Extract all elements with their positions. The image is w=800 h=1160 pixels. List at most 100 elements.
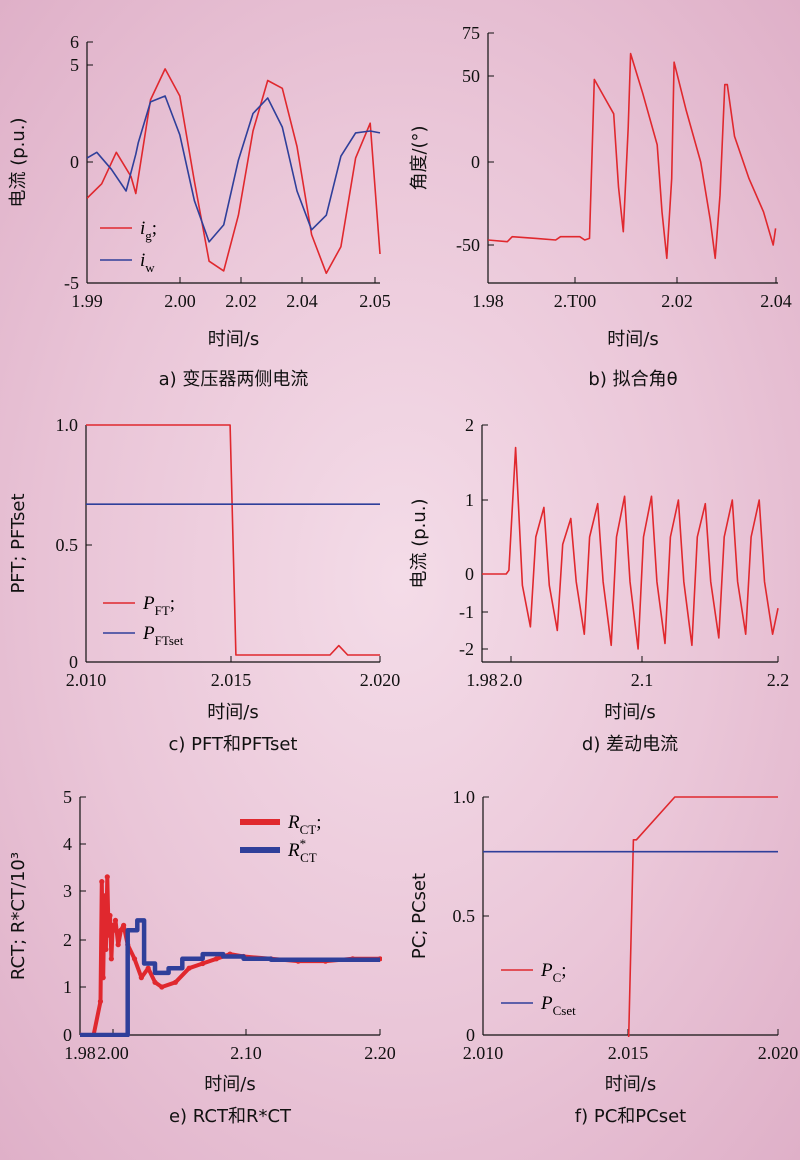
chart-caption: d) 差动电流	[582, 734, 678, 755]
chart-panel-b: 1.98 2.T00 2.02 2.04 -50 0 50 75 时间/s 角度/(°) b) 拟合…	[409, 23, 792, 390]
series-line-red	[482, 446, 779, 650]
y-tick-label: -1	[459, 602, 474, 622]
x-axis-label: 时间/s	[605, 1074, 656, 1095]
chart-caption: b) 拟合角θ	[588, 369, 677, 390]
y-tick-label: 0	[465, 564, 474, 584]
y-tick-label: 5	[70, 55, 79, 75]
legend-sub: CT	[300, 850, 317, 865]
legend-suffix: ;	[561, 960, 566, 981]
legend-sub: g	[145, 228, 152, 243]
legend-label: iw	[140, 250, 155, 275]
legend-label: ig;	[140, 218, 157, 243]
y-tick-label: 3	[63, 881, 72, 901]
x-tick-label: 2.10	[230, 1043, 262, 1063]
y-tick-label: 1	[465, 490, 474, 510]
y-axis-label: 电流 (p.u.)	[8, 117, 29, 207]
x-tick-label: 1.98	[472, 291, 504, 311]
chart-panel-f: 2.010 2.015 2.020 0 0.5 1.0 时间/s PC; PCset f) PC…	[409, 787, 798, 1127]
y-tick-label: 1.0	[56, 415, 79, 435]
legend-suffix: ;	[316, 812, 321, 833]
legend-sub: C	[553, 970, 562, 985]
x-tick-label: 1.99	[71, 291, 103, 311]
legend-label: PC;	[540, 960, 567, 985]
y-tick-label: 50	[462, 66, 480, 86]
y-tick-label: -50	[456, 235, 480, 255]
series-line-red	[86, 424, 380, 656]
series-line-red	[87, 68, 381, 275]
series-line-red	[488, 52, 777, 260]
x-tick-label: 2.20	[364, 1043, 396, 1063]
y-tick-label: 0	[471, 152, 480, 172]
series-line-blue	[80, 918, 380, 1037]
y-tick-label: 6	[70, 32, 79, 52]
y-tick-label: 2	[465, 415, 474, 435]
y-tick-label: -5	[64, 273, 79, 293]
x-tick-label: 2.015	[608, 1043, 649, 1063]
series-line-blue	[87, 95, 381, 243]
legend-sup: *	[300, 836, 307, 851]
y-tick-label: 75	[462, 23, 480, 43]
x-tick-label: 1.98	[64, 1043, 96, 1063]
x-tick-label: 2.00	[97, 1043, 129, 1063]
y-axis-label: 电流 (p.u.)	[409, 498, 430, 588]
x-tick-label: 2.00	[164, 291, 196, 311]
x-axis-label: 时间/s	[207, 702, 258, 723]
chart-panel-c: 2.010 2.015 2.020 0 0.5 1.0 时间/s PFT; PFTset c) …	[8, 415, 400, 755]
legend-sub: FT	[155, 603, 170, 618]
x-tick-label: 2.020	[360, 670, 401, 690]
y-tick-label: 0	[63, 1025, 72, 1045]
y-tick-label: 5	[63, 787, 72, 807]
x-tick-label: 2.010	[66, 670, 107, 690]
y-tick-label: 2	[63, 930, 72, 950]
x-tick-label: 2.010	[463, 1043, 504, 1063]
x-axis-label: 时间/s	[204, 1074, 255, 1095]
y-tick-label: 0	[69, 652, 78, 672]
x-tick-label: 2.020	[758, 1043, 799, 1063]
x-axis-label: 时间/s	[607, 329, 658, 350]
chart-caption: e) RCT和R*CT	[169, 1106, 292, 1127]
x-tick-label: 2.1	[631, 670, 654, 690]
x-tick-label: 2.02	[661, 291, 693, 311]
x-axis-label: 时间/s	[604, 702, 655, 723]
chart-panel-d: 1.98 2.0 2.1 2.2 -2 -1 0 1 2 时间/s 电流 (p.u.) d) 差动电流	[409, 415, 789, 755]
legend-suffix: ;	[170, 593, 175, 614]
legend-sub: w	[145, 260, 155, 275]
y-tick-label: 1	[63, 977, 72, 997]
x-axis-label: 时间/s	[208, 329, 259, 350]
x-tick-label: 2.T00	[554, 291, 597, 311]
y-axis-label: 角度/(°)	[409, 125, 430, 190]
x-tick-label: 2.015	[211, 670, 252, 690]
chart-panel-a: 1.99 2.00 2.02 2.04 2.05 -5 0 5 6 时间/s 电流 (p.u.) a)…	[8, 32, 391, 390]
y-tick-label: 0	[70, 152, 79, 172]
x-tick-label: 2.04	[286, 291, 318, 311]
chart-caption: f) PC和PCset	[575, 1106, 686, 1127]
legend-sub: Cset	[553, 1003, 577, 1018]
legend-label: RCT;	[287, 812, 322, 837]
y-tick-label: 0	[466, 1025, 475, 1045]
x-tick-label: 2.05	[359, 291, 391, 311]
y-tick-label: -2	[459, 639, 474, 659]
y-axis-label: PC; PCset	[409, 873, 430, 959]
legend-suffix: ;	[152, 218, 157, 239]
x-tick-label: 2.04	[760, 291, 792, 311]
y-axis-label: PFT; PFTset	[8, 493, 29, 593]
legend-sub: FTset	[155, 633, 184, 648]
x-tick-label: 2.2	[767, 670, 790, 690]
y-tick-label: 4	[63, 834, 72, 854]
y-tick-label: 0.5	[453, 906, 476, 926]
chart-caption: c) PFT和PFTset	[169, 734, 298, 755]
legend-label: PCset	[540, 993, 576, 1018]
y-tick-label: 1.0	[453, 787, 476, 807]
y-tick-label: 0.5	[56, 535, 79, 555]
chart-panel-e: 1.98 2.00 2.10 2.20 0 1 2 3 4 5 时间/s RCT; R*CT/10³ e…	[8, 787, 396, 1127]
x-tick-label: 2.02	[225, 291, 257, 311]
legend-label: PFTset	[142, 623, 184, 648]
chart-caption: a) 变压器两侧电流	[159, 369, 309, 390]
legend-sub: CT	[300, 822, 317, 837]
y-axis-label: RCT; R*CT/10³	[8, 852, 29, 980]
series-line-red	[627, 796, 778, 1037]
legend-label: R* CT	[287, 836, 317, 865]
x-tick-label: 2.0	[500, 670, 523, 690]
x-tick-label: 1.98	[466, 670, 498, 690]
